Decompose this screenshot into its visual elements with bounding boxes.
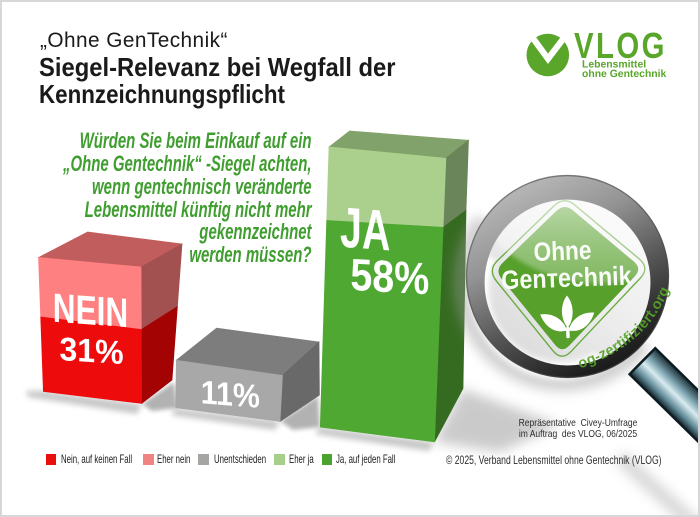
svg-text:31%: 31%: [60, 330, 124, 371]
svg-text:Genтechnik: Genтechnik: [501, 261, 632, 296]
svg-text:NEIN: NEIN: [53, 285, 128, 337]
svg-text:JA: JA: [340, 196, 390, 264]
svg-text:11%: 11%: [201, 373, 260, 414]
svg-text:Lebensmittel: Lebensmittel: [582, 59, 646, 71]
svg-text:ohne Gentechnik: ohne Gentechnik: [582, 68, 666, 80]
svg-text:Ohne: Ohne: [533, 235, 592, 267]
svg-text:58%: 58%: [350, 249, 429, 305]
